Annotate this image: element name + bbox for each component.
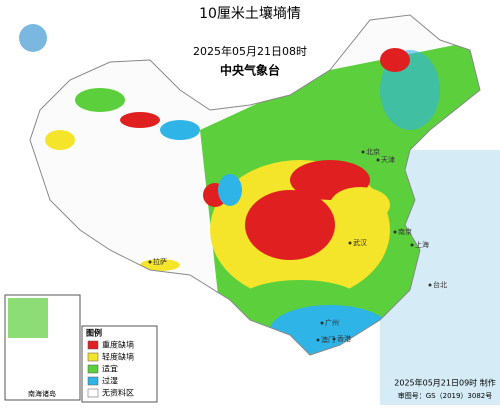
place-name: 武汉: [353, 238, 367, 247]
footer-approval: 审图号：GS（2019）3082号: [398, 391, 493, 400]
map-time: 2025年05月21日08时: [193, 44, 307, 58]
legend-label: 适宜: [102, 364, 118, 374]
place-name: 上海: [415, 240, 429, 249]
legend-title: 图例: [86, 328, 102, 338]
place-dot: [428, 283, 432, 287]
legend-swatch: [87, 364, 99, 374]
legend-swatch: [87, 340, 99, 350]
place-dot: [148, 260, 152, 264]
legend-swatch: [87, 388, 99, 398]
issuer: 中央气象台: [220, 63, 280, 78]
place-name: 天津: [381, 156, 395, 164]
footer-made: 2025年05月21日09时 制作: [394, 378, 495, 388]
place-name: 广州: [325, 318, 339, 327]
place-name: 香港: [337, 334, 351, 343]
legend-label: 轻度缺墒: [102, 352, 134, 362]
legend-label: 无资料区: [102, 388, 134, 398]
place-dot: [348, 241, 352, 245]
place-dot: [320, 321, 324, 325]
place-dot: [376, 158, 380, 162]
place-dot: [361, 150, 365, 154]
place-dot: [393, 230, 397, 234]
legend-label: 重度缺墒: [102, 340, 134, 350]
place-dot: [316, 338, 320, 342]
place-name: 澳门: [321, 335, 335, 344]
legend-swatch: [87, 376, 99, 386]
place-name: 台北: [433, 280, 447, 289]
place-name: 北京: [366, 147, 380, 156]
logo: [19, 24, 47, 52]
legend-label: 过湿: [102, 376, 118, 386]
map-title: 10厘米土壤墒情: [199, 5, 301, 22]
inset-land: [8, 298, 48, 338]
inset-label: 南海诸岛: [28, 389, 56, 398]
legend-swatch: [87, 352, 99, 362]
place-dot: [332, 337, 336, 341]
place-name: 拉萨: [153, 257, 167, 266]
place-dot: [410, 243, 414, 247]
place-name: 南京: [398, 227, 412, 236]
